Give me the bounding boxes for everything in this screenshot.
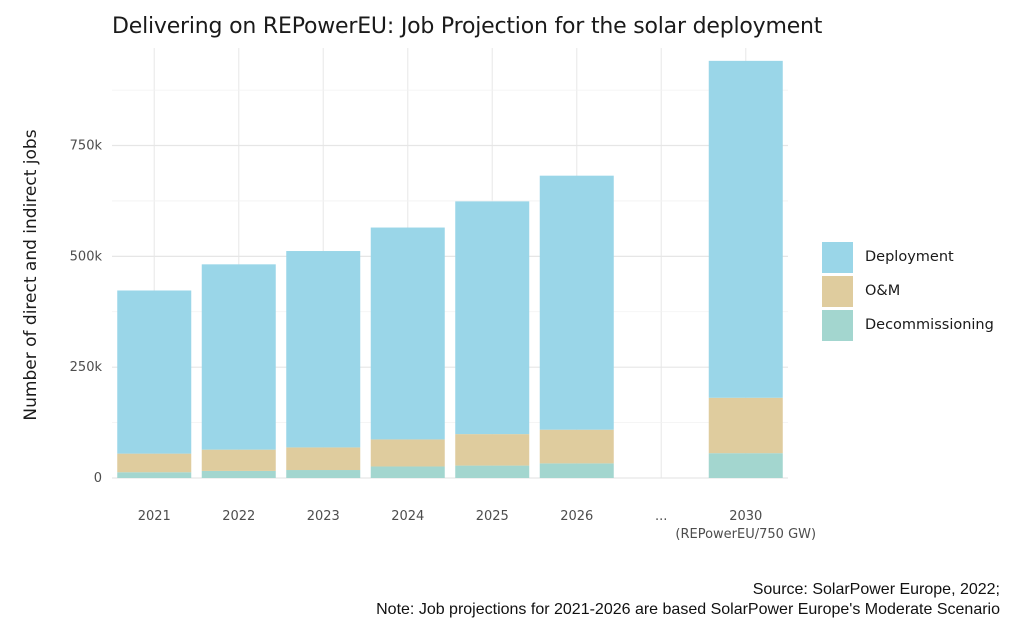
bar-deployment-2024 — [370, 227, 445, 440]
bar-deployment-2026 — [539, 175, 614, 430]
x-tick-label: 2022 — [222, 509, 255, 524]
bar-o-m-2024 — [370, 439, 445, 467]
x-tick-label: 2025 — [476, 509, 509, 524]
bar-o-m-2022 — [201, 449, 276, 471]
bar-deployment-2021 — [117, 290, 192, 454]
bar-decommissioning-2023 — [286, 470, 361, 478]
x-tick-label: 2030 — [729, 509, 762, 524]
bar-o-m-2025 — [455, 434, 530, 466]
x-tick-label: 2026 — [560, 509, 593, 524]
bar-decommissioning-2030 — [708, 453, 783, 478]
legend-swatch-deployment — [822, 241, 853, 273]
legend-item-decommissioning: Decommissioning — [822, 308, 994, 342]
bar-decommissioning-2026 — [539, 463, 614, 478]
chart-title: Delivering on REPowerEU: Job Projection … — [112, 14, 823, 39]
bar-o-m-2021 — [117, 453, 192, 473]
x-tick-label: 2021 — [138, 509, 171, 524]
bar-o-m-2023 — [286, 447, 361, 471]
bar-deployment-2030 — [708, 60, 783, 398]
source-note: Source: SolarPower Europe, 2022; Note: J… — [376, 580, 1000, 620]
y-tick-label: 750k — [70, 139, 103, 154]
y-tick-label: 500k — [70, 249, 103, 264]
note-line: Note: Job projections for 2021-2026 are … — [376, 601, 1000, 618]
x-tick-sublabel: (REPowerEU/750 GW) — [675, 527, 816, 542]
x-tick-label: 2023 — [307, 509, 340, 524]
legend-item-deployment: Deployment — [822, 240, 994, 274]
legend: Deployment O&M Decommissioning — [822, 240, 994, 342]
bars — [117, 60, 783, 478]
bar-decommissioning-2025 — [455, 465, 530, 478]
bar-deployment-2025 — [455, 201, 530, 435]
bar-deployment-2022 — [201, 264, 276, 450]
bar-decommissioning-2022 — [201, 470, 276, 478]
bar-decommissioning-2021 — [117, 472, 192, 478]
bar-decommissioning-2024 — [370, 466, 445, 478]
legend-label-deployment: Deployment — [865, 249, 954, 265]
x-tick-label: ... — [655, 509, 667, 524]
legend-item-om: O&M — [822, 274, 994, 308]
legend-swatch-om — [822, 275, 853, 307]
y-axis-label: Number of direct and indirect jobs — [21, 129, 41, 420]
x-axis-ticks: 2021 2022 2023 2024 2025 2026... 2030 (REPowerE… — [138, 509, 816, 542]
legend-label-om: O&M — [865, 283, 901, 299]
source-line: Source: SolarPower Europe, 2022; — [752, 581, 1000, 598]
y-tick-label: 250k — [70, 360, 103, 375]
y-axis-ticks: 0 250k 500k 750k — [70, 139, 103, 486]
y-tick-label: 0 — [94, 471, 102, 486]
bar-o-m-2030 — [708, 397, 783, 454]
bar-deployment-2023 — [286, 251, 361, 448]
legend-label-decommissioning: Decommissioning — [865, 317, 994, 333]
legend-swatch-decommissioning — [822, 309, 853, 341]
x-tick-label: 2024 — [391, 509, 424, 524]
bar-o-m-2026 — [539, 429, 614, 464]
